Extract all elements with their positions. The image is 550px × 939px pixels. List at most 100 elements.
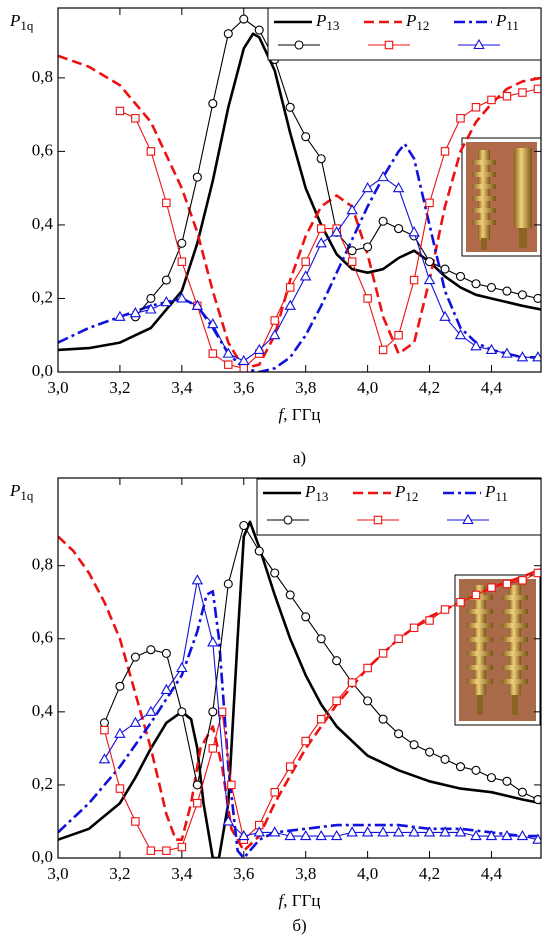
- marker: [361, 182, 374, 193]
- x-tick-label: 4,2: [419, 378, 440, 397]
- y-tick-label: 0,2: [32, 287, 53, 306]
- marker: [533, 794, 541, 805]
- marker: [440, 264, 450, 274]
- x-axis-label: f, ГГц: [279, 405, 321, 424]
- marker: [378, 649, 388, 658]
- marker: [363, 242, 373, 252]
- marker: [253, 343, 265, 354]
- marker: [283, 515, 293, 525]
- marker: [455, 762, 466, 772]
- marker: [409, 275, 419, 285]
- marker: [486, 282, 497, 292]
- marker: [394, 224, 404, 234]
- marker: [373, 515, 383, 525]
- marker: [346, 204, 358, 215]
- marker: [533, 293, 541, 304]
- marker: [177, 257, 187, 266]
- marker: [299, 829, 312, 841]
- marker: [330, 829, 343, 841]
- marker: [285, 590, 295, 600]
- marker: [224, 360, 233, 369]
- marker: [208, 707, 218, 717]
- marker: [268, 826, 281, 837]
- marker: [253, 826, 265, 837]
- marker: [487, 95, 496, 105]
- marker: [440, 147, 450, 156]
- marker: [177, 707, 187, 717]
- marker: [131, 817, 140, 826]
- marker: [238, 354, 250, 366]
- marker: [176, 661, 188, 673]
- marker: [473, 38, 485, 50]
- x-axis-label: f, ГГц: [279, 891, 321, 910]
- marker: [363, 696, 373, 706]
- legend-label: P12: [405, 11, 429, 33]
- marker: [363, 294, 372, 303]
- marker: [363, 663, 372, 673]
- marker: [439, 310, 451, 321]
- marker: [392, 826, 405, 837]
- marker: [454, 826, 467, 837]
- series-line: [58, 142, 541, 372]
- marker: [471, 103, 481, 112]
- marker: [378, 216, 388, 226]
- y-tick-label: 0,4: [32, 701, 54, 720]
- plot-area: [58, 520, 541, 858]
- marker: [301, 257, 310, 266]
- marker: [377, 826, 389, 837]
- marker: [239, 520, 249, 531]
- x-tick-label: 3,8: [295, 378, 316, 397]
- caption: а): [293, 448, 306, 467]
- marker: [347, 246, 357, 256]
- y-tick-label: 0,0: [32, 847, 53, 866]
- marker: [456, 114, 465, 123]
- marker: [285, 762, 295, 771]
- marker: [316, 634, 326, 644]
- marker: [284, 829, 296, 841]
- marker: [238, 829, 250, 841]
- marker: [518, 88, 527, 97]
- marker: [486, 773, 497, 783]
- legend-label: P12: [394, 482, 418, 504]
- marker: [408, 226, 420, 237]
- marker: [301, 132, 311, 142]
- marker: [239, 364, 249, 372]
- marker: [424, 747, 435, 757]
- marker: [502, 579, 512, 589]
- marker: [145, 303, 157, 314]
- marker: [301, 612, 311, 622]
- marker: [115, 681, 125, 691]
- marker: [223, 29, 233, 39]
- marker: [114, 310, 126, 321]
- marker: [130, 652, 140, 662]
- marker: [301, 736, 310, 746]
- marker: [316, 154, 326, 164]
- x-tick-label: 3,4: [171, 864, 193, 883]
- marker: [146, 645, 156, 655]
- marker: [177, 238, 187, 248]
- y-axis-label: P1q: [9, 481, 34, 503]
- marker: [378, 714, 388, 724]
- marker: [285, 283, 295, 292]
- marker: [470, 340, 482, 351]
- marker: [98, 753, 111, 764]
- x-tick-label: 4,4: [481, 378, 503, 397]
- marker: [532, 833, 541, 844]
- marker: [129, 307, 142, 318]
- marker: [192, 780, 202, 790]
- marker: [501, 347, 513, 358]
- x-tick-label: 3,6: [233, 864, 254, 883]
- marker: [270, 787, 279, 797]
- x-tick-label: 4,2: [419, 864, 440, 883]
- y-tick-label: 0,0: [32, 361, 53, 380]
- x-tick-label: 3,4: [171, 378, 193, 397]
- y-tick-label: 0,2: [32, 774, 53, 793]
- marker: [227, 780, 236, 790]
- x-tick-label: 4,0: [357, 378, 378, 397]
- x-tick-label: 3,6: [233, 378, 254, 397]
- marker: [502, 91, 512, 101]
- marker: [516, 829, 529, 841]
- marker: [423, 273, 436, 285]
- marker: [316, 224, 326, 233]
- marker: [99, 718, 109, 728]
